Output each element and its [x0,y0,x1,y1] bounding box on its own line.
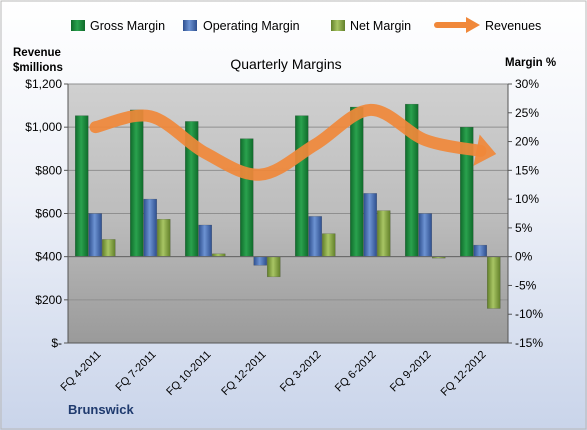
right-axis-label: Margin % [505,57,556,69]
right-tick-label: 0% [515,250,533,264]
revenue-arrowhead [473,134,497,166]
right-tick-label: -10% [515,307,543,321]
left-tick-label: $1,000 [25,120,62,134]
right-tick-label: -15% [515,336,543,350]
left-axis-label-line1: Revenue [13,47,61,59]
revenue-line-path [89,103,487,181]
bar-operating-margin [253,256,267,266]
legend-label-gross-margin: Gross Margin [90,19,165,33]
bar-gross-margin [75,115,89,257]
left-axis-ticks: $- $200 $400 $600 $800 $1,000 $1,200 [25,77,68,350]
right-tick-label: -5% [515,278,537,292]
right-tick-label: 25% [515,106,539,120]
bar-net-margin [377,210,391,257]
bar-gross-margin [295,115,309,257]
legend: Gross Margin Operating Margin Net Margin… [71,17,541,33]
legend-swatch-operating-margin [183,20,197,31]
company-label: Brunswick [68,402,135,417]
bar-operating-margin [363,193,377,257]
right-tick-label: 10% [515,192,539,206]
left-tick-label: $200 [35,293,62,307]
right-tick-label: 20% [515,135,539,149]
left-tick-label: $1,200 [25,77,62,91]
bar-operating-margin [418,213,432,257]
bar-net-margin [267,256,281,278]
bar-net-margin [322,233,336,257]
bars [75,103,501,309]
left-tick-label: $- [51,336,62,350]
bar-operating-margin [88,213,102,257]
revenue-series [89,103,497,181]
bar-net-margin [487,256,501,309]
legend-swatch-net-margin [331,20,345,31]
bar-operating-margin [308,216,322,257]
bar-gross-margin [350,106,364,257]
bar-gross-margin [240,138,254,257]
right-tick-label: 5% [515,221,533,235]
right-axis-ticks: -15% -10% -5% 0% 5% 10% 15% 20% 25% 30% [508,77,543,350]
right-tick-label: 15% [515,163,539,177]
right-tick-label: 30% [515,77,539,91]
chart-title: Quarterly Margins [230,56,341,72]
bar-operating-margin [198,224,212,257]
left-axis-label-line2: $millions [13,62,63,74]
legend-label-revenues: Revenues [485,19,541,33]
left-tick-label: $600 [35,207,62,221]
bar-operating-margin [143,198,157,257]
bar-net-margin [102,239,116,257]
legend-swatch-revenues [434,17,480,33]
legend-swatch-gross-margin [71,20,85,31]
legend-label-operating-margin: Operating Margin [203,19,300,33]
left-tick-label: $800 [35,163,62,177]
bar-gross-margin [130,109,144,257]
bar-net-margin [157,219,171,257]
legend-label-net-margin: Net Margin [350,19,411,33]
left-tick-label: $400 [35,250,62,264]
bar-operating-margin [473,244,487,257]
